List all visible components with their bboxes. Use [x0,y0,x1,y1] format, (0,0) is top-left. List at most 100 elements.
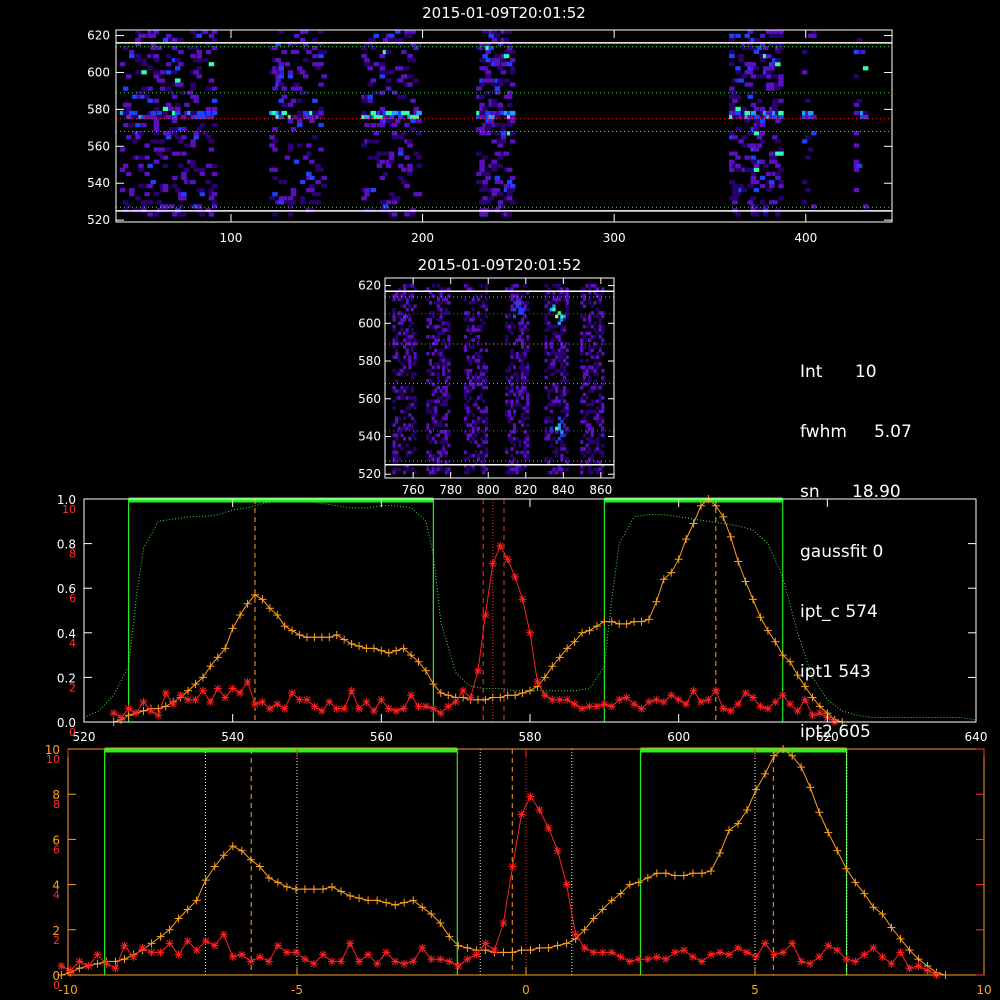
heatmap-pixel [598,345,602,349]
heatmap-pixel [199,192,205,197]
data-point-plus [347,639,356,648]
heatmap-column [119,29,218,217]
heatmap-pixel [515,396,519,400]
heatmap-pixel [416,131,422,136]
heatmap-pixel [275,200,281,205]
data-point-star [120,941,129,950]
heatmap-pixel [135,90,141,95]
heatmap-pixel [391,131,398,136]
heatmap-pixel [153,29,160,34]
heatmap-pixel [547,307,551,312]
heatmap-pixel [474,402,478,407]
heatmap-pixel [144,184,150,189]
heatmap-pixel [436,385,440,390]
data-point-star [377,695,386,704]
heatmap-pixel [196,54,202,59]
data-point-star [793,706,802,715]
heatmap-pixel [549,341,553,346]
heatmap-pixel [147,86,153,91]
heatmap-pixel [407,167,413,172]
heatmap-pixel [410,98,416,103]
y-tick-label: 540 [87,176,110,190]
heatmap-pixel [404,74,410,79]
heatmap-pixel [555,385,559,390]
heatmap-pixel [122,110,129,116]
heatmap-pixel [590,304,594,308]
heatmap-pixel [515,372,519,376]
heatmap-pixel [523,368,527,373]
heatmap-pixel [391,212,398,217]
heatmap-pixel [471,324,475,329]
heatmap-pixel [557,423,561,427]
heatmap-pixel [141,86,147,91]
data-point-plus [139,706,148,715]
data-point-star [399,704,408,713]
heatmap-pixel [410,328,415,332]
heatmap-pixel [388,192,395,197]
heatmap-pixel [205,110,212,116]
heatmap-pixel [510,304,514,308]
heatmap-pixel [413,304,417,308]
heatmap-pixel [159,184,166,189]
heatmap-pixel [759,139,766,144]
heatmap-pixel [463,389,467,393]
data-point-plus [661,869,670,878]
heatmap-pixel [463,396,467,400]
heatmap-pixel [309,175,315,180]
heatmap-pixel [168,37,175,42]
heatmap-pixel [732,200,738,205]
heatmap-pixel [175,78,181,83]
data-point-star [355,704,364,713]
heatmap-pixel [403,470,407,475]
heatmap-pixel [775,119,781,124]
heatmap-pixel [565,304,569,308]
heatmap-pixel [447,467,451,471]
heatmap-pixel [732,151,738,156]
heatmap-pixel [466,409,470,414]
heatmap-pixel [150,29,156,34]
heatmap-pixel [580,348,584,353]
heatmap-pixel [196,110,202,116]
data-point-star [228,952,237,961]
heatmap-pixel [601,430,605,434]
heatmap-pixel [853,131,860,136]
data-point-plus [210,862,219,871]
heatmap-pixel [178,62,184,67]
heatmap-pixel [395,433,399,438]
heatmap-pixel [555,355,559,359]
heatmap-pixel [190,94,196,99]
data-point-star [526,792,535,801]
heatmap-pixel [398,110,404,116]
data-point-plus [598,905,607,914]
heatmap-pixel [442,287,446,291]
data-point-star [246,957,255,966]
heatmap-pixel [515,338,519,342]
heatmap-pixel [474,379,478,383]
heatmap-pixel [485,45,491,51]
heatmap-pixel [585,396,589,400]
heatmap-pixel [208,78,215,83]
data-point-plus [756,613,765,622]
heatmap-pixel [507,433,511,438]
heatmap-pixel [299,90,306,95]
heatmap-pixel [382,151,389,156]
data-point-star [801,695,810,704]
heatmap-pixel [555,440,559,444]
heatmap-pixel [193,94,199,99]
heatmap-column [580,284,605,475]
heatmap-pixel [398,41,404,46]
data-point-star [600,700,609,709]
heatmap-pixel [126,106,132,111]
heatmap-pixel [269,70,275,75]
heatmap-pixel [471,385,475,390]
data-point-star [752,952,761,961]
heatmap-pixel [156,200,163,205]
heatmap-pixel [477,457,481,461]
heatmap-pixel [601,328,605,332]
heatmap-pixel [272,58,278,63]
heatmap-pixel [367,98,373,103]
heatmap-pixel [426,433,430,438]
heatmap-pixel [520,419,525,424]
heatmap-pixel [750,196,757,201]
data-point-plus [517,946,526,955]
